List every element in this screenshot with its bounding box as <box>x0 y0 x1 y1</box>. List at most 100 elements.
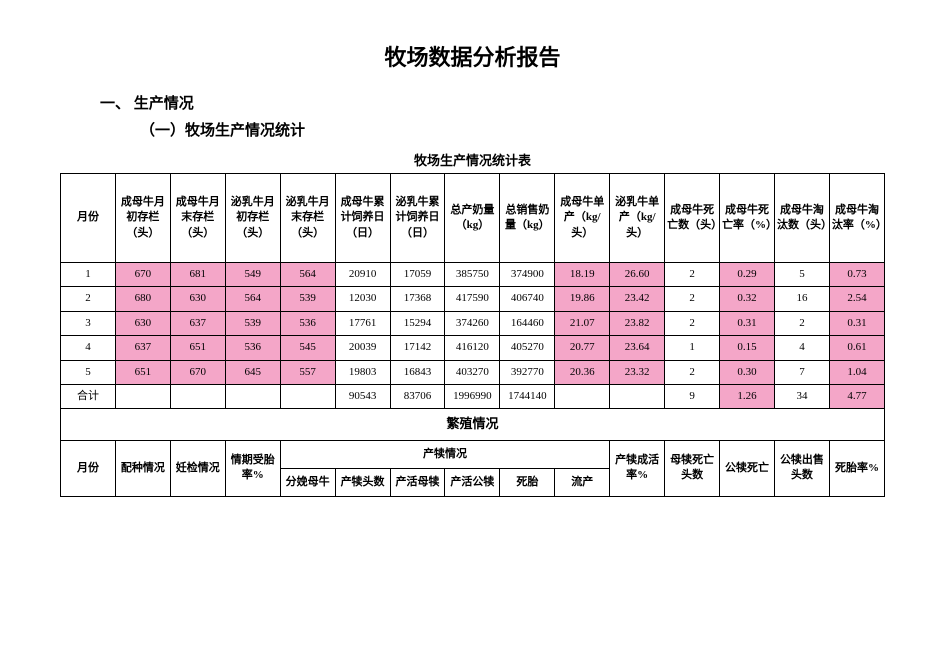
t1-total-col-4: 90543 <box>335 384 390 408</box>
t1-total-col-11: 1.26 <box>720 384 775 408</box>
t2-h1-3: 情期受胎率% <box>225 440 280 497</box>
t1-row-1-col-8: 19.86 <box>555 287 610 311</box>
t2-h2-7: 产活公犊 <box>445 468 500 496</box>
t1-total-col-6: 1996990 <box>445 384 500 408</box>
t1-header-10: 泌乳牛单产（kg/头） <box>610 174 665 263</box>
t1-row-4-col-6: 403270 <box>445 360 500 384</box>
t1-row-3-col-3: 545 <box>280 336 335 360</box>
t1-row-0-col-10: 2 <box>665 263 720 287</box>
t1-row-1-col-11: 0.32 <box>720 287 775 311</box>
t1-row-4-col-2: 645 <box>225 360 280 384</box>
t1-row-4-col-7: 392770 <box>500 360 555 384</box>
t1-row-3-col-11: 0.15 <box>720 336 775 360</box>
t1-row-4-col-8: 20.36 <box>555 360 610 384</box>
t1-row-2-month: 3 <box>61 311 116 335</box>
section-2-heading: （一）牧场生产情况统计 <box>140 119 885 140</box>
t1-row-4-col-9: 23.32 <box>610 360 665 384</box>
t2-h1-10: 产犊成活率% <box>610 440 665 497</box>
t1-header-11: 成母牛死亡数（头） <box>665 174 720 263</box>
t1-row-3-col-10: 1 <box>665 336 720 360</box>
t1-row-2-col-10: 2 <box>665 311 720 335</box>
t1-total-col-9 <box>610 384 665 408</box>
t1-row-4-col-10: 2 <box>665 360 720 384</box>
t1-row-2-col-11: 0.31 <box>720 311 775 335</box>
t1-row-0-col-11: 0.29 <box>720 263 775 287</box>
t1-row-1-col-5: 17368 <box>390 287 445 311</box>
t1-row-4-col-4: 19803 <box>335 360 390 384</box>
t1-row-2-col-1: 637 <box>170 311 225 335</box>
t1-row-3-col-9: 23.64 <box>610 336 665 360</box>
t1-row-4-month: 5 <box>61 360 116 384</box>
t1-header-8: 总销售奶量（kg） <box>500 174 555 263</box>
t1-header-0: 月份 <box>61 174 116 263</box>
t2-h2-4: 分娩母牛 <box>280 468 335 496</box>
t1-row-3-col-7: 405270 <box>500 336 555 360</box>
t1-header-6: 泌乳牛累计饲养日（日） <box>390 174 445 263</box>
t1-header-13: 成母牛淘汰数（头） <box>774 174 829 263</box>
t1-row-2-col-4: 17761 <box>335 311 390 335</box>
section-1-heading: 一、 生产情况 <box>100 92 885 113</box>
t1-row-4-col-3: 557 <box>280 360 335 384</box>
t1-total-col-12: 34 <box>774 384 829 408</box>
t2-h1-11: 母犊死亡头数 <box>665 440 720 497</box>
t1-row-0-col-9: 26.60 <box>610 263 665 287</box>
t1-total-col-5: 83706 <box>390 384 445 408</box>
t1-row-3-col-6: 416120 <box>445 336 500 360</box>
t1-row-2-col-12: 2 <box>774 311 829 335</box>
t1-total-col-13: 4.77 <box>829 384 884 408</box>
t2-h1-4: 产犊情况 <box>280 440 610 468</box>
t2-h1-1: 配种情况 <box>115 440 170 497</box>
t2-h1-13: 公犊出售头数 <box>774 440 829 497</box>
t1-row-1-col-10: 2 <box>665 287 720 311</box>
t2-h1-14: 死胎率% <box>829 440 884 497</box>
t1-row-4-col-11: 0.30 <box>720 360 775 384</box>
t1-row-0-col-13: 0.73 <box>829 263 884 287</box>
t1-header-12: 成母牛死亡率（%） <box>720 174 775 263</box>
t1-total-col-2 <box>225 384 280 408</box>
t1-row-0-col-2: 549 <box>225 263 280 287</box>
t1-row-0-col-3: 564 <box>280 263 335 287</box>
t1-row-0-col-5: 17059 <box>390 263 445 287</box>
t1-row-1-col-2: 564 <box>225 287 280 311</box>
t1-row-3-col-5: 17142 <box>390 336 445 360</box>
t1-row-1-col-0: 680 <box>115 287 170 311</box>
t2-h2-8: 死胎 <box>500 468 555 496</box>
t1-row-1-col-13: 2.54 <box>829 287 884 311</box>
t1-row-4-col-5: 16843 <box>390 360 445 384</box>
t1-header-3: 泌乳牛月初存栏（头） <box>225 174 280 263</box>
t1-total-col-8 <box>555 384 610 408</box>
t1-header-4: 泌乳牛月末存栏（头） <box>280 174 335 263</box>
t1-row-2-col-3: 536 <box>280 311 335 335</box>
t1-row-3-col-0: 637 <box>115 336 170 360</box>
t1-header-9: 成母牛单产（kg/头） <box>555 174 610 263</box>
t1-row-4-col-1: 670 <box>170 360 225 384</box>
t1-row-0-col-0: 670 <box>115 263 170 287</box>
t1-row-0-col-7: 374900 <box>500 263 555 287</box>
t1-row-0-month: 1 <box>61 263 116 287</box>
t1-row-2-col-9: 23.82 <box>610 311 665 335</box>
t2-h2-6: 产活母犊 <box>390 468 445 496</box>
production-table: 月份成母牛月初存栏（头）成母牛月末存栏（头）泌乳牛月初存栏（头）泌乳牛月末存栏（… <box>60 173 885 497</box>
t2-h1-0: 月份 <box>61 440 116 497</box>
t1-header-7: 总产奶量（kg） <box>445 174 500 263</box>
t1-total-col-3 <box>280 384 335 408</box>
t1-row-2-col-8: 21.07 <box>555 311 610 335</box>
t1-header-1: 成母牛月初存栏（头） <box>115 174 170 263</box>
t1-row-3-col-2: 536 <box>225 336 280 360</box>
t1-total-col-10: 9 <box>665 384 720 408</box>
t1-total-col-0 <box>115 384 170 408</box>
t1-row-2-col-0: 630 <box>115 311 170 335</box>
t1-row-3-col-12: 4 <box>774 336 829 360</box>
t1-row-0-col-1: 681 <box>170 263 225 287</box>
t1-row-3-col-8: 20.77 <box>555 336 610 360</box>
t1-total-col-1 <box>170 384 225 408</box>
t1-row-2-col-13: 0.31 <box>829 311 884 335</box>
t1-row-4-col-0: 651 <box>115 360 170 384</box>
table2-title: 繁殖情况 <box>61 409 885 440</box>
t1-row-1-col-12: 16 <box>774 287 829 311</box>
t1-row-3-month: 4 <box>61 336 116 360</box>
t1-total-label: 合计 <box>61 384 116 408</box>
t2-h1-2: 妊检情况 <box>170 440 225 497</box>
t1-header-5: 成母牛累计饲养日（日） <box>335 174 390 263</box>
t1-total-col-7: 1744140 <box>500 384 555 408</box>
